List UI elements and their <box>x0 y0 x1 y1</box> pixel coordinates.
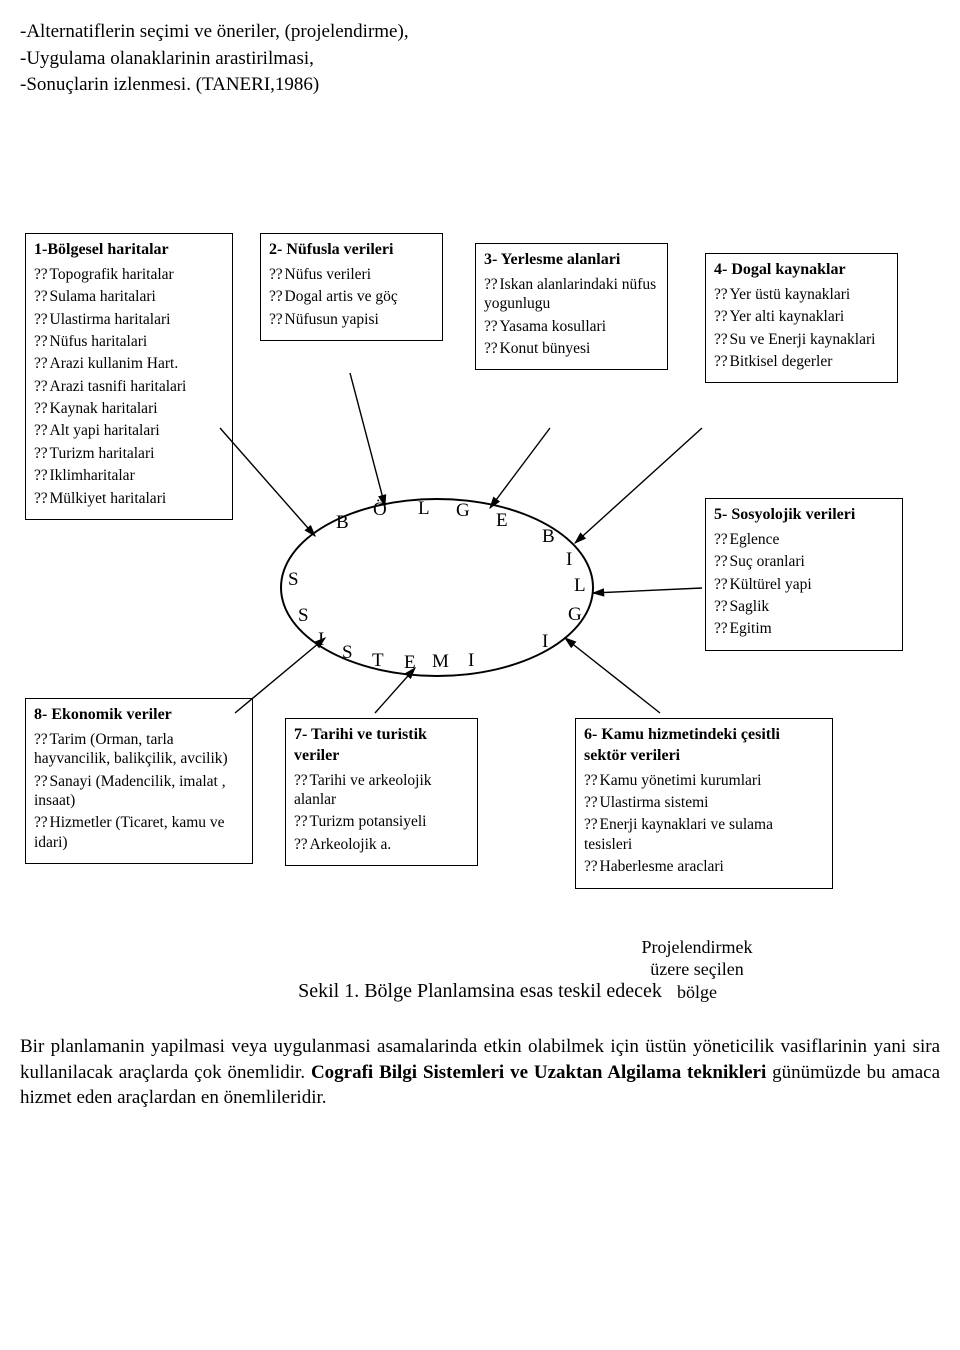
arrow <box>565 638 660 713</box>
ring-letter: B <box>542 525 555 550</box>
info-box-b4: 4- Dogal kaynaklarYer üstü kaynaklariYer… <box>705 253 898 383</box>
info-box-b2: 2- Nüfusla verileri Nüfus verileri Dogal a… <box>260 233 443 341</box>
box-item: Dogal artis ve göç <box>269 287 434 306</box>
figure-caption: Sekil 1. Bölge Planlamsina esas teskil e… <box>20 978 940 1004</box>
box-item: Arazi kullanim Hart. <box>34 354 224 373</box>
arrow <box>575 428 702 543</box>
box-item: Tarihi ve arkeolojik alanlar <box>294 771 469 810</box>
box-item-list: Eglence Suç oranlari Kültürel yapi Saglik Eg… <box>714 530 894 639</box>
box-item: Saglik <box>714 597 894 616</box>
arrow <box>350 373 385 506</box>
arrow <box>593 588 702 593</box>
box-item: Sulama haritalari <box>34 287 224 306</box>
box-item: Kamu yönetimi kurumlari <box>584 771 824 790</box>
intro-line-1: -Alternatiflerin seçimi ve öneriler, (pr… <box>20 20 940 45</box>
box-item: Yer üstü kaynaklari <box>714 285 889 304</box>
box-item: Arkeolojik a. <box>294 835 469 854</box>
ring-letter: Ö <box>373 498 387 523</box>
box-title: 2- Nüfusla verileri <box>269 240 434 261</box>
box-item: Topografik haritalar <box>34 265 224 284</box>
ellipse-line-1: Projelendirmek <box>642 937 753 957</box>
ellipse-line-2: üzere seçilen <box>650 959 743 979</box>
box-item: Yer alti kaynaklari <box>714 307 889 326</box>
box-item: Nüfusun yapisi <box>269 310 434 329</box>
box-item: Nüfus haritalari <box>34 332 224 351</box>
box-title: 4- Dogal kaynaklar <box>714 260 889 281</box>
box-title: 1-Bölgesel haritalar <box>34 240 224 261</box>
ellipse-label: Projelendirmek üzere seçilen bölge <box>612 936 782 1004</box>
box-item: Konut bünyesi <box>484 339 659 358</box>
box-item: Kaynak haritalari <box>34 399 224 418</box>
box-item: Tarim (Orman, tarla hayvancilik, balikçi… <box>34 730 244 769</box>
box-title: 7- Tarihi ve turistik veriler <box>294 725 469 767</box>
arrow <box>220 428 315 536</box>
box-item-list: Tarihi ve arkeolojik alanlar Turizm potan… <box>294 771 469 855</box>
box-item: Bitkisel degerler <box>714 352 889 371</box>
info-box-b6: 6- Kamu hizmetindeki çesitli sektör veri… <box>575 718 833 888</box>
box-item-list: Nüfus verileri Dogal artis ve göç Nüfusun … <box>269 265 434 329</box>
intro-text: -Alternatiflerin seçimi ve öneriler, (pr… <box>20 20 940 98</box>
intro-line-2: -Uygulama olanaklarinin arastirilmasi, <box>20 47 940 72</box>
box-item-list: Topografik haritalar Sulama haritalari Ula… <box>34 265 224 508</box>
ring-letter: E <box>404 651 416 676</box>
info-box-b5: 5- Sosyolojik verileri Eglence Suç oranlar… <box>705 498 903 651</box>
box-item-list: Kamu yönetimi kurumlari Ulastirma sistemi… <box>584 771 824 877</box>
box-item: Mülkiyet haritalari <box>34 489 224 508</box>
box-item: Ulastirma sistemi <box>584 793 824 812</box>
ring-letter: S <box>288 568 299 593</box>
ring-letter: L <box>418 497 430 522</box>
ring-letter: I <box>542 630 548 655</box>
ring-letter: L <box>574 574 586 599</box>
box-item: Iklimharitalar <box>34 466 224 485</box>
box-item: Yasama kosullari <box>484 317 659 336</box>
ring-letter: B <box>336 511 349 536</box>
intro-line-3: -Sonuçlarin izlenmesi. (TANERI,1986) <box>20 73 940 98</box>
box-item: Arazi tasnifi haritalari <box>34 377 224 396</box>
info-box-b8: 8- Ekonomik veriler Tarim (Orman, tarla h… <box>25 698 253 864</box>
box-item: Ulastirma haritalari <box>34 310 224 329</box>
info-box-b7: 7- Tarihi ve turistik verilerTarihi ve a… <box>285 718 478 866</box>
info-box-b3: 3- Yerlesme alanlari Iskan alanlarindaki … <box>475 243 668 370</box>
info-box-b1: 1-Bölgesel haritalar Topografik haritalar… <box>25 233 233 520</box>
box-item: Egitim <box>714 619 894 638</box>
box-item: Turizm potansiyeli <box>294 812 469 831</box>
box-title: 3- Yerlesme alanlari <box>484 250 659 271</box>
ring-letter: G <box>456 499 470 524</box>
body-text-bold: Cografi Bilgi Sistemleri ve Uzaktan Algi… <box>311 1062 766 1083</box>
ring-letter: M <box>432 650 449 675</box>
ring-letter: T <box>372 649 384 674</box>
body-paragraph: Bir planlamanin yapilmasi veya uygulanma… <box>20 1034 940 1111</box>
box-item: Eglence <box>714 530 894 549</box>
box-item-list: Yer üstü kaynaklari Yer alti kaynaklari Su… <box>714 285 889 372</box>
ring-letter: I <box>468 649 474 674</box>
box-title: 8- Ekonomik veriler <box>34 705 244 726</box>
box-title: 5- Sosyolojik verileri <box>714 505 894 526</box>
box-item-list: Tarim (Orman, tarla hayvancilik, balikçi… <box>34 730 244 852</box>
box-item: Turizm haritalari <box>34 444 224 463</box>
ring-letter: I <box>566 548 572 573</box>
ring-letter: S <box>342 641 353 666</box>
box-item: Suç oranlari <box>714 552 894 571</box>
box-item: Nüfus verileri <box>269 265 434 284</box>
ring-letter: G <box>568 603 582 628</box>
box-item: Alt yapi haritalari <box>34 421 224 440</box>
diagram: 1-Bölgesel haritalar Topografik haritalar… <box>20 118 920 968</box>
ring-letter: S <box>298 604 309 629</box>
ellipse-line-3: bölge <box>677 982 717 1002</box>
box-item: Hizmetler (Ticaret, kamu ve idari) <box>34 813 244 852</box>
box-item: Iskan alanlarindaki nüfus yogunlugu <box>484 275 659 314</box>
box-title: 6- Kamu hizmetindeki çesitli sektör veri… <box>584 725 824 767</box>
ring-letter: I <box>318 628 324 653</box>
box-item: Enerji kaynaklari ve sulama tesisleri <box>584 815 824 854</box>
box-item-list: Iskan alanlarindaki nüfus yogunlugu Yasam… <box>484 275 659 359</box>
ring-letter: E <box>496 509 508 534</box>
box-item: Kültürel yapi <box>714 575 894 594</box>
box-item: Su ve Enerji kaynaklari <box>714 330 889 349</box>
box-item: Sanayi (Madencilik, imalat , insaat) <box>34 772 244 811</box>
arrow <box>490 428 550 508</box>
box-item: Haberlesme araclari <box>584 857 824 876</box>
